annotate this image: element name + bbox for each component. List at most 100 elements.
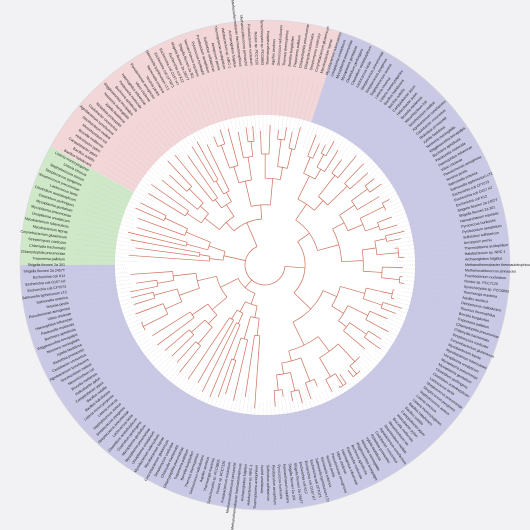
tree-branch xyxy=(251,204,271,220)
clade-band-clade-purple-left xyxy=(20,265,265,510)
leaf-label: Halobacterium sp. NRC-1 xyxy=(221,27,232,68)
leaf-guide-line xyxy=(97,330,142,355)
tree-branch xyxy=(324,150,339,172)
leaf-guide-line xyxy=(186,387,211,439)
tree-branch xyxy=(219,216,235,232)
leaf-guide-line xyxy=(120,140,164,178)
tree-branch xyxy=(341,249,364,272)
tree-branch xyxy=(284,127,287,141)
tree-branch xyxy=(130,271,173,275)
leaf-label: Shigella flexneri 2a 2457T xyxy=(23,268,65,273)
leaf-guide-line xyxy=(398,268,455,271)
leaf-guide-line xyxy=(163,382,192,427)
leaf-guide-line xyxy=(390,233,453,245)
leaf-guide-line xyxy=(294,389,309,450)
tree-branch xyxy=(248,140,255,157)
clade-band-clade-purple-right xyxy=(265,31,510,511)
leaf-guide-line xyxy=(135,126,171,165)
tree-branch xyxy=(368,330,382,340)
leaf-guide-line xyxy=(246,75,254,140)
leaf-guide-line xyxy=(368,153,419,190)
tree-branch xyxy=(305,382,312,400)
leaf-guide-line xyxy=(99,333,145,360)
leaf-guide-line xyxy=(226,78,237,128)
leaf-guide-line xyxy=(163,103,198,158)
tree-branch xyxy=(318,172,339,197)
tree-branch xyxy=(325,379,333,392)
tree-branch xyxy=(337,155,357,178)
tree-branch xyxy=(349,322,369,338)
tree-branch xyxy=(206,144,230,192)
leaf-label: Archaeoglobus fulgidus xyxy=(465,256,503,261)
tree-branch xyxy=(197,202,209,214)
tree-branch xyxy=(225,360,237,395)
tree-branch xyxy=(171,334,195,357)
tree-branch xyxy=(176,287,200,302)
tree-branch xyxy=(369,183,382,193)
leaf-label: Shigella flexneri 2a 301 xyxy=(28,263,65,267)
leaf-guide-line xyxy=(77,233,135,244)
leaf-guide-line xyxy=(393,244,454,252)
leaf-label: Thermotoga maritima xyxy=(463,290,497,299)
tree-branch xyxy=(359,203,386,219)
tree-branch xyxy=(229,165,240,183)
tree-branch xyxy=(199,252,210,257)
tree-branch xyxy=(254,318,260,337)
tree-branch xyxy=(338,385,341,388)
leaf-guide-line xyxy=(334,103,367,154)
tree-branch xyxy=(229,309,238,321)
tree-branch xyxy=(314,196,328,211)
leaf-guide-line xyxy=(385,295,450,312)
leaf-guide-line xyxy=(76,279,130,286)
tree-branch xyxy=(128,254,210,262)
leaf-guide-line xyxy=(318,394,339,441)
leaf-guide-line xyxy=(382,323,435,351)
tree-branch xyxy=(366,287,394,299)
leaf-guide-line xyxy=(300,81,314,131)
leaf-guide-line xyxy=(375,349,416,381)
tree-branch xyxy=(362,241,378,255)
tree-branch xyxy=(212,197,222,209)
tree-branch xyxy=(227,128,239,166)
tree-branch xyxy=(233,218,262,247)
leaf-label: Chlamydophila pneumoniae xyxy=(21,250,66,256)
leaf-label: Shigella flexneri 2a 301 xyxy=(288,463,297,501)
tree-branch xyxy=(295,219,318,251)
leaf-guide-line xyxy=(336,378,367,427)
tree-branch xyxy=(141,313,168,331)
tree-branch xyxy=(274,374,283,391)
clade-band-clade-pink-top xyxy=(50,20,341,193)
leaf-guide-line xyxy=(297,387,314,449)
tree-branch xyxy=(207,296,228,316)
tree-branch xyxy=(382,199,390,204)
tree-branch xyxy=(189,303,209,318)
tree-branch xyxy=(277,138,285,167)
leaf-label: Aeropyrum pernix xyxy=(464,238,493,245)
tree-branch xyxy=(325,141,335,157)
tree-branch xyxy=(244,246,286,286)
tree-branch xyxy=(277,130,279,140)
tree-branch xyxy=(331,159,342,174)
tree-branch xyxy=(213,179,224,195)
leaf-guide-line xyxy=(78,228,135,240)
tree-branch xyxy=(337,343,360,367)
leaf-label: Treponema pallidum xyxy=(32,257,65,262)
tree-branch xyxy=(163,215,188,230)
leaf-guide-line xyxy=(151,364,191,418)
leaf-guide-line xyxy=(211,82,227,134)
leaf-guide-line xyxy=(401,279,454,286)
tree-branch xyxy=(298,389,303,404)
leaf-guide-line xyxy=(349,360,391,408)
leaf-label: Escherichia coli O157 H7 xyxy=(25,279,66,286)
tree-branch xyxy=(201,213,220,230)
leaf-guide-line xyxy=(306,85,329,149)
leaf-guide-line xyxy=(191,387,214,441)
leaf-guide-line xyxy=(400,275,455,281)
leaf-label: Escherichia coli K12 xyxy=(33,274,66,280)
leaf-label: Synechocystis sp. PCC6803 xyxy=(464,285,510,294)
tree-branch xyxy=(351,185,370,202)
leaf-guide-line xyxy=(381,331,431,360)
tree-branch xyxy=(339,200,358,216)
leaf-guide-line xyxy=(402,287,453,297)
leaf-guide-line xyxy=(86,309,146,332)
